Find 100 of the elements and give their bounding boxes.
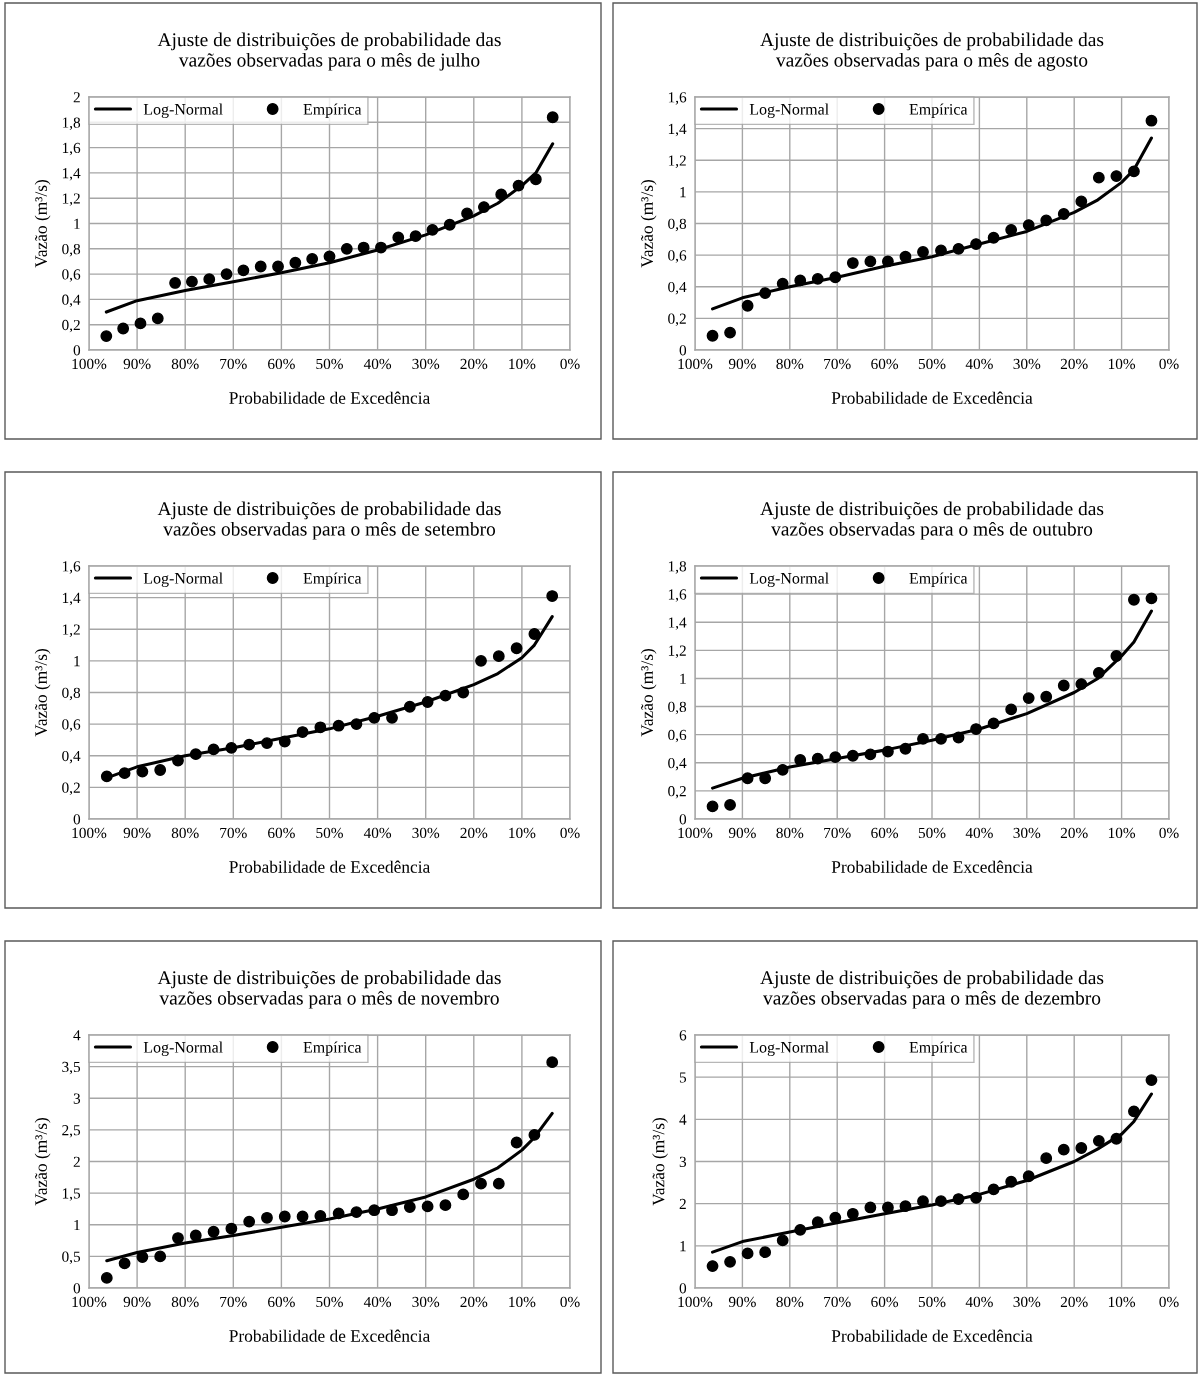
point bbox=[1128, 593, 1140, 606]
x-tick-label: 20% bbox=[460, 827, 488, 839]
y-tick-label: 1,4 bbox=[62, 592, 81, 606]
point bbox=[741, 1247, 754, 1260]
point bbox=[546, 111, 559, 124]
point bbox=[261, 737, 273, 750]
x-tick-label: 100% bbox=[678, 827, 713, 839]
point bbox=[935, 244, 947, 257]
point bbox=[117, 322, 130, 335]
point bbox=[1005, 1175, 1018, 1188]
point bbox=[261, 1211, 273, 1224]
y-tick-label: 0,6 bbox=[668, 250, 687, 263]
x-tick-label: 40% bbox=[363, 358, 392, 370]
point bbox=[314, 721, 327, 734]
point bbox=[237, 264, 250, 277]
point bbox=[724, 1255, 736, 1268]
point bbox=[340, 242, 353, 255]
point bbox=[935, 732, 947, 745]
point bbox=[296, 726, 309, 738]
chart-title: Ajuste de distribuições de probabilidade das vazões observadas para o mês de julho bbox=[157, 32, 501, 71]
point bbox=[392, 231, 405, 244]
x-tick-label: 0% bbox=[1159, 1296, 1179, 1308]
point bbox=[1128, 165, 1140, 178]
point bbox=[899, 1200, 912, 1213]
y-tick-label: 1,2 bbox=[62, 193, 80, 206]
chart-title: Ajuste de distribuições de probabilidade das vazões observadas para o mês de novembro bbox=[157, 970, 501, 1009]
point bbox=[1075, 1142, 1088, 1154]
point bbox=[189, 1229, 202, 1242]
point bbox=[899, 250, 912, 263]
point bbox=[1040, 1152, 1053, 1165]
x-tick-label: 70% bbox=[824, 1296, 851, 1308]
x-tick-label: 90% bbox=[728, 827, 756, 839]
y-axis-title: Vazão (m³/s) bbox=[640, 179, 657, 268]
point bbox=[151, 312, 164, 325]
x-tick-label: 60% bbox=[871, 827, 899, 839]
point bbox=[243, 1215, 256, 1228]
point bbox=[811, 1216, 824, 1229]
point bbox=[899, 742, 912, 755]
point bbox=[829, 271, 842, 284]
chart-title: Ajuste de distribuições de probabilidade das vazões observadas para o mês de agosto bbox=[760, 32, 1104, 71]
x-tick-label: 40% bbox=[363, 1296, 392, 1308]
x-tick-label: 80% bbox=[776, 1296, 804, 1308]
point bbox=[882, 1201, 894, 1214]
point bbox=[403, 700, 416, 713]
point bbox=[1145, 592, 1158, 605]
legend-label: Empírica bbox=[303, 572, 362, 587]
point bbox=[154, 1250, 167, 1263]
x-tick-label: 20% bbox=[1060, 358, 1088, 370]
point bbox=[136, 765, 149, 778]
x-tick-label: 10% bbox=[1108, 827, 1136, 839]
x-tick-label: 40% bbox=[965, 827, 993, 839]
y-tick-label: 0,6 bbox=[668, 729, 687, 743]
x-tick-label: 10% bbox=[1108, 358, 1136, 370]
point bbox=[546, 590, 559, 602]
legend-label: Log-Normal bbox=[143, 103, 223, 119]
y-tick-label: 0 bbox=[73, 345, 81, 356]
point bbox=[1040, 214, 1053, 227]
x-tick-label: 40% bbox=[363, 827, 392, 839]
point bbox=[970, 1191, 982, 1204]
point bbox=[970, 723, 982, 735]
x-tick-label: 20% bbox=[1060, 1296, 1088, 1308]
y-tick-label: 6 bbox=[679, 1030, 687, 1041]
point bbox=[186, 275, 198, 288]
point bbox=[207, 1225, 220, 1238]
chart-title: Ajuste de distribuições de probabilidade das vazões observadas para o mês de setembro bbox=[157, 501, 501, 540]
point bbox=[272, 260, 284, 273]
legend-label: Log-Normal bbox=[143, 572, 223, 588]
x-tick-label: 10% bbox=[509, 827, 536, 839]
point bbox=[794, 274, 807, 287]
point bbox=[189, 748, 202, 761]
point bbox=[439, 1199, 452, 1212]
point bbox=[952, 1193, 965, 1205]
y-tick-label: 3 bbox=[73, 1093, 81, 1104]
point bbox=[1057, 1143, 1070, 1156]
legend-label: Log-Normal bbox=[143, 1041, 223, 1057]
y-tick-label: 1,6 bbox=[62, 561, 81, 574]
y-tick-label: 0 bbox=[679, 345, 687, 356]
point bbox=[724, 326, 736, 339]
x-tick-label: 90% bbox=[728, 1296, 756, 1308]
point bbox=[1110, 650, 1123, 662]
y-tick-label: 0 bbox=[73, 814, 81, 825]
x-axis-title: Probabilidade de Excedência bbox=[831, 1329, 1033, 1342]
x-tick-label: 100% bbox=[72, 827, 107, 839]
x-tick-label: 60% bbox=[268, 1296, 295, 1308]
x-tick-label: 0% bbox=[1159, 827, 1179, 839]
point bbox=[386, 1204, 398, 1217]
point bbox=[706, 329, 719, 342]
y-tick-label: 2 bbox=[73, 92, 80, 103]
y-tick-label: 1,6 bbox=[668, 589, 687, 602]
point bbox=[1092, 171, 1105, 184]
x-axis-title: Probabilidade de Excedência bbox=[229, 1329, 431, 1342]
point bbox=[846, 1207, 859, 1220]
y-tick-label: 1,6 bbox=[62, 142, 81, 156]
x-axis-title: Probabilidade de Excedência bbox=[229, 860, 431, 873]
y-axis-title: Vazão (m³/s) bbox=[34, 1117, 51, 1206]
line-series bbox=[711, 1092, 1153, 1254]
point bbox=[426, 223, 439, 236]
y-tick-label: 5 bbox=[679, 1072, 687, 1083]
point bbox=[169, 277, 182, 289]
y-tick-label: 4 bbox=[679, 1114, 687, 1125]
